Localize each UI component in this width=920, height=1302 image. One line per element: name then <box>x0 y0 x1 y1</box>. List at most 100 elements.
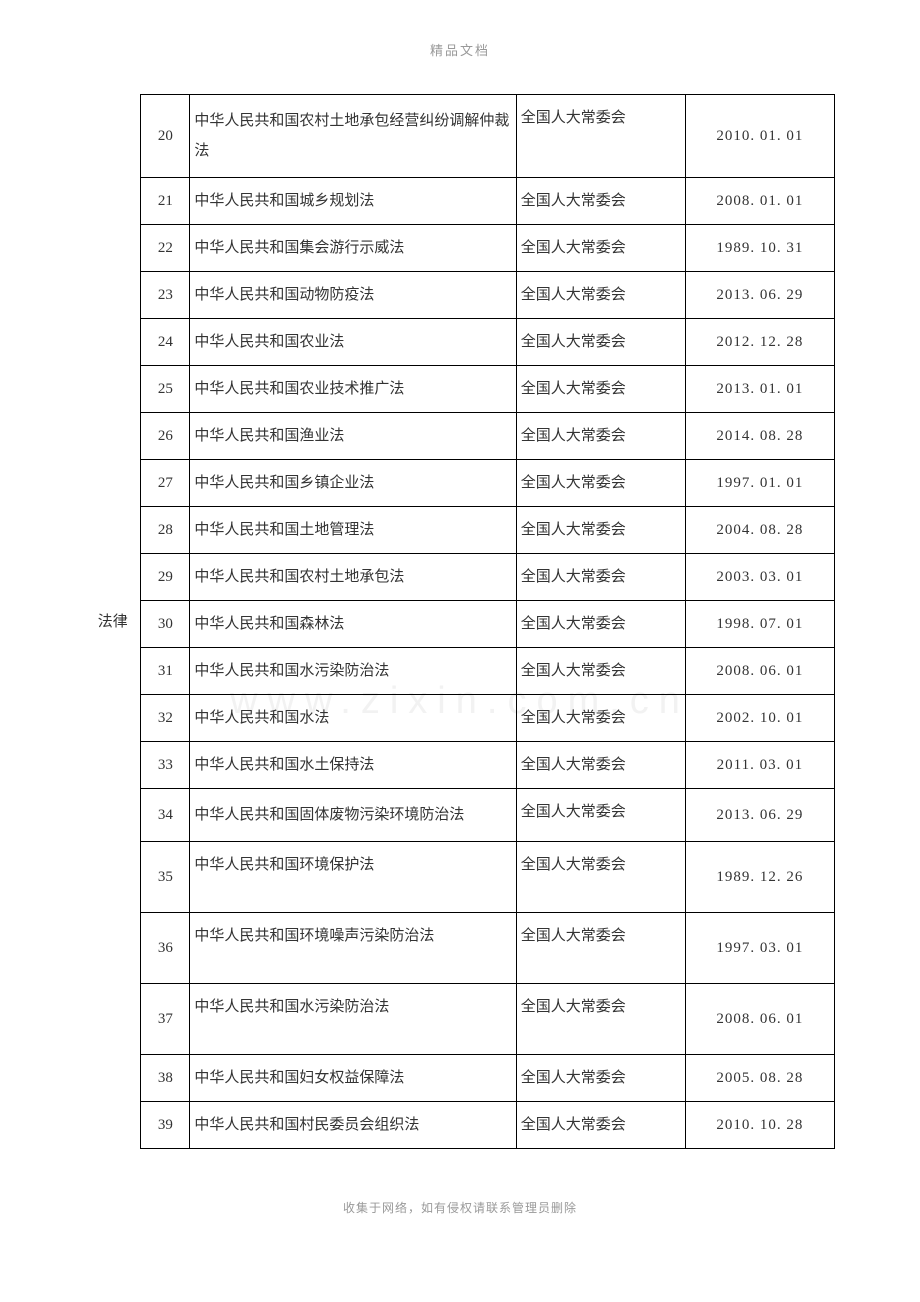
authority: 全国人大常委会 <box>516 178 685 225</box>
law-title: 中华人民共和国环境噪声污染防治法 <box>190 913 516 984</box>
effective-date: 2012. 12. 28 <box>685 319 834 366</box>
table-row: 21中华人民共和国城乡规划法全国人大常委会2008. 01. 01 <box>85 178 835 225</box>
laws-table-container: 法律20中华人民共和国农村土地承包经营纠纷调解仲裁法全国人大常委会2010. 0… <box>85 94 835 1149</box>
law-title: 中华人民共和国城乡规划法 <box>190 178 516 225</box>
page-footer: 收集于网络，如有侵权请联系管理员删除 <box>85 1199 835 1216</box>
table-row: 24中华人民共和国农业法全国人大常委会2012. 12. 28 <box>85 319 835 366</box>
effective-date: 2013. 06. 29 <box>685 272 834 319</box>
table-row: 25中华人民共和国农业技术推广法全国人大常委会2013. 01. 01 <box>85 366 835 413</box>
row-number: 37 <box>141 984 190 1055</box>
row-number: 21 <box>141 178 190 225</box>
effective-date: 2013. 06. 29 <box>685 789 834 842</box>
authority: 全国人大常委会 <box>516 272 685 319</box>
row-number: 28 <box>141 507 190 554</box>
table-row: 38中华人民共和国妇女权益保障法全国人大常委会2005. 08. 28 <box>85 1055 835 1102</box>
effective-date: 2005. 08. 28 <box>685 1055 834 1102</box>
table-row: 26中华人民共和国渔业法全国人大常委会2014. 08. 28 <box>85 413 835 460</box>
row-number: 25 <box>141 366 190 413</box>
table-row: 34中华人民共和国固体废物污染环境防治法全国人大常委会2013. 06. 29 <box>85 789 835 842</box>
authority: 全国人大常委会 <box>516 789 685 842</box>
effective-date: 2008. 01. 01 <box>685 178 834 225</box>
effective-date: 2002. 10. 01 <box>685 695 834 742</box>
effective-date: 2011. 03. 01 <box>685 742 834 789</box>
table-row: 32中华人民共和国水法全国人大常委会2002. 10. 01 <box>85 695 835 742</box>
law-title: 中华人民共和国水法 <box>190 695 516 742</box>
table-row: 30中华人民共和国森林法全国人大常委会1998. 07. 01 <box>85 601 835 648</box>
law-title: 中华人民共和国环境保护法 <box>190 842 516 913</box>
table-row: 法律20中华人民共和国农村土地承包经营纠纷调解仲裁法全国人大常委会2010. 0… <box>85 95 835 178</box>
authority: 全国人大常委会 <box>516 225 685 272</box>
law-title: 中华人民共和国妇女权益保障法 <box>190 1055 516 1102</box>
authority: 全国人大常委会 <box>516 648 685 695</box>
law-title: 中华人民共和国固体废物污染环境防治法 <box>190 789 516 842</box>
authority: 全国人大常委会 <box>516 601 685 648</box>
law-title: 中华人民共和国渔业法 <box>190 413 516 460</box>
row-number: 30 <box>141 601 190 648</box>
law-title: 中华人民共和国农村土地承包经营纠纷调解仲裁法 <box>190 95 516 178</box>
law-title: 中华人民共和国水污染防治法 <box>190 984 516 1055</box>
authority: 全国人大常委会 <box>516 95 685 178</box>
law-title: 中华人民共和国乡镇企业法 <box>190 460 516 507</box>
row-number: 22 <box>141 225 190 272</box>
effective-date: 2010. 10. 28 <box>685 1102 834 1149</box>
authority: 全国人大常委会 <box>516 460 685 507</box>
row-number: 34 <box>141 789 190 842</box>
law-title: 中华人民共和国水土保持法 <box>190 742 516 789</box>
authority: 全国人大常委会 <box>516 742 685 789</box>
law-title: 中华人民共和国农业技术推广法 <box>190 366 516 413</box>
effective-date: 2013. 01. 01 <box>685 366 834 413</box>
authority: 全国人大常委会 <box>516 413 685 460</box>
row-number: 36 <box>141 913 190 984</box>
authority: 全国人大常委会 <box>516 842 685 913</box>
table-row: 39中华人民共和国村民委员会组织法全国人大常委会2010. 10. 28 <box>85 1102 835 1149</box>
row-number: 31 <box>141 648 190 695</box>
row-number: 33 <box>141 742 190 789</box>
law-title: 中华人民共和国动物防疫法 <box>190 272 516 319</box>
effective-date: 1998. 07. 01 <box>685 601 834 648</box>
category-label: 法律 <box>85 604 140 640</box>
authority: 全国人大常委会 <box>516 554 685 601</box>
authority: 全国人大常委会 <box>516 366 685 413</box>
effective-date: 2008. 06. 01 <box>685 648 834 695</box>
effective-date: 2014. 08. 28 <box>685 413 834 460</box>
law-title: 中华人民共和国集会游行示威法 <box>190 225 516 272</box>
law-title: 中华人民共和国水污染防治法 <box>190 648 516 695</box>
effective-date: 1997. 01. 01 <box>685 460 834 507</box>
table-row: 37中华人民共和国水污染防治法全国人大常委会2008. 06. 01 <box>85 984 835 1055</box>
table-row: 27中华人民共和国乡镇企业法全国人大常委会1997. 01. 01 <box>85 460 835 507</box>
row-number: 29 <box>141 554 190 601</box>
effective-date: 1989. 10. 31 <box>685 225 834 272</box>
laws-table: 法律20中华人民共和国农村土地承包经营纠纷调解仲裁法全国人大常委会2010. 0… <box>85 94 835 1149</box>
law-title: 中华人民共和国土地管理法 <box>190 507 516 554</box>
effective-date: 2008. 06. 01 <box>685 984 834 1055</box>
effective-date: 2004. 08. 28 <box>685 507 834 554</box>
law-title: 中华人民共和国森林法 <box>190 601 516 648</box>
page-header: 精品文档 <box>85 40 835 59</box>
table-row: 22中华人民共和国集会游行示威法全国人大常委会1989. 10. 31 <box>85 225 835 272</box>
row-number: 32 <box>141 695 190 742</box>
row-number: 27 <box>141 460 190 507</box>
table-row: 29中华人民共和国农村土地承包法全国人大常委会2003. 03. 01 <box>85 554 835 601</box>
table-row: 28中华人民共和国土地管理法全国人大常委会2004. 08. 28 <box>85 507 835 554</box>
authority: 全国人大常委会 <box>516 507 685 554</box>
authority: 全国人大常委会 <box>516 695 685 742</box>
row-number: 39 <box>141 1102 190 1149</box>
table-row: 35中华人民共和国环境保护法全国人大常委会1989. 12. 26 <box>85 842 835 913</box>
law-title: 中华人民共和国村民委员会组织法 <box>190 1102 516 1149</box>
law-title: 中华人民共和国农村土地承包法 <box>190 554 516 601</box>
row-number: 24 <box>141 319 190 366</box>
row-number: 20 <box>141 95 190 178</box>
authority: 全国人大常委会 <box>516 913 685 984</box>
row-number: 23 <box>141 272 190 319</box>
table-row: 33中华人民共和国水土保持法全国人大常委会2011. 03. 01 <box>85 742 835 789</box>
table-row: 36中华人民共和国环境噪声污染防治法全国人大常委会1997. 03. 01 <box>85 913 835 984</box>
table-row: 31中华人民共和国水污染防治法全国人大常委会2008. 06. 01 <box>85 648 835 695</box>
row-number: 35 <box>141 842 190 913</box>
effective-date: 1997. 03. 01 <box>685 913 834 984</box>
effective-date: 1989. 12. 26 <box>685 842 834 913</box>
law-title: 中华人民共和国农业法 <box>190 319 516 366</box>
category-cell: 法律 <box>85 95 141 1149</box>
effective-date: 2003. 03. 01 <box>685 554 834 601</box>
authority: 全国人大常委会 <box>516 1102 685 1149</box>
row-number: 38 <box>141 1055 190 1102</box>
